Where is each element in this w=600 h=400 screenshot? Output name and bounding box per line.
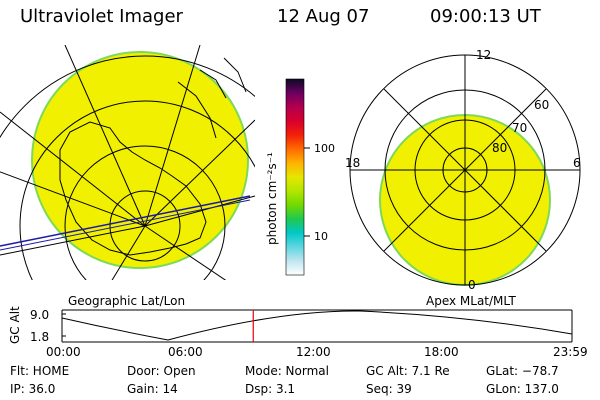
continent-coastline-nz <box>223 57 247 93</box>
mlat-label-60: 60 <box>534 98 550 112</box>
geographic-longitude-line <box>64 45 146 227</box>
timeline-ytick-9: 9.0 <box>30 308 50 322</box>
geographic-longitude-line <box>144 195 255 227</box>
colorbar-unit-label: photon cm⁻²s⁻¹ <box>265 152 279 245</box>
status-gc-alt: GC Alt: 7.1 Re <box>366 364 450 378</box>
status-glon: GLon: 137.0 <box>486 382 559 396</box>
orbit-track-line <box>0 199 251 251</box>
mlt-label-12: 12 <box>476 48 492 62</box>
geographic-longitude-line <box>0 171 146 227</box>
timeline-ytick-1-8: 1.8 <box>30 330 50 344</box>
geographic-longitude-line <box>144 45 201 227</box>
colorbar-tick-label-100: 100 <box>314 142 335 155</box>
intensity-colorbar <box>285 78 305 276</box>
timeline-xtick-1200: 12:00 <box>296 345 331 359</box>
status-flight: Flt: HOME <box>10 364 70 378</box>
geographic-longitude-line <box>144 225 227 280</box>
geographic-longitude-line <box>144 119 255 227</box>
observation-date: 12 Aug 07 <box>277 6 370 27</box>
mlat-label-70: 70 <box>512 121 528 135</box>
timeline-xtick-2359: 23:59 <box>553 345 588 359</box>
uv-emission-region-geographic <box>31 51 249 269</box>
status-gain: Gain: 14 <box>127 382 178 396</box>
mlat-label-80: 80 <box>492 141 508 155</box>
geographic-longitude-line <box>0 225 146 256</box>
timeline-ylabel: GC Alt <box>8 306 22 344</box>
status-door: Door: Open <box>127 364 196 378</box>
altitude-timeline <box>61 309 573 343</box>
mlt-label-18: 18 <box>345 156 361 170</box>
instrument-title: Ultraviolet Imager <box>20 6 183 27</box>
magnetic-polar-panel <box>349 54 581 286</box>
geographic-latitude-circle <box>19 100 255 280</box>
observation-time: 09:00:13 UT <box>430 6 541 27</box>
mlt-diagonal-line <box>383 88 547 252</box>
mlt-label-6: 6 <box>573 156 581 170</box>
status-seq: Seq: 39 <box>366 382 412 396</box>
geographic-longitude-line <box>111 225 146 280</box>
magnetic-panel-label: Apex MLat/MLT <box>426 294 516 308</box>
status-dsp: Dsp: 3.1 <box>245 382 296 396</box>
geographic-latitude-circle <box>109 190 181 262</box>
timeline-xtick-0600: 06:00 <box>168 345 203 359</box>
continent-coastline-australia <box>199 69 227 99</box>
timeline-xtick-1800: 18:00 <box>424 345 459 359</box>
geographic-panel-label: Geographic Lat/Lon <box>68 294 186 308</box>
timeline-xtick-0000: 00:00 <box>46 345 81 359</box>
altitude-curve <box>61 310 573 341</box>
mlt-label-0: 0 <box>468 278 476 292</box>
geographic-latitude-circle <box>0 55 255 139</box>
status-ip: IP: 36.0 <box>10 382 56 396</box>
continent-coastline-antarctica <box>59 121 207 256</box>
geographic-image-panel <box>0 45 255 280</box>
continent-coastline-australia <box>177 81 217 139</box>
geographic-latitude-circle <box>64 145 226 280</box>
status-mode: Mode: Normal <box>245 364 329 378</box>
colorbar-tick-label-10: 10 <box>314 230 328 243</box>
geographic-longitude-line <box>0 111 146 227</box>
status-glat: GLat: −78.7 <box>486 364 559 378</box>
orbit-track-line <box>0 195 251 247</box>
